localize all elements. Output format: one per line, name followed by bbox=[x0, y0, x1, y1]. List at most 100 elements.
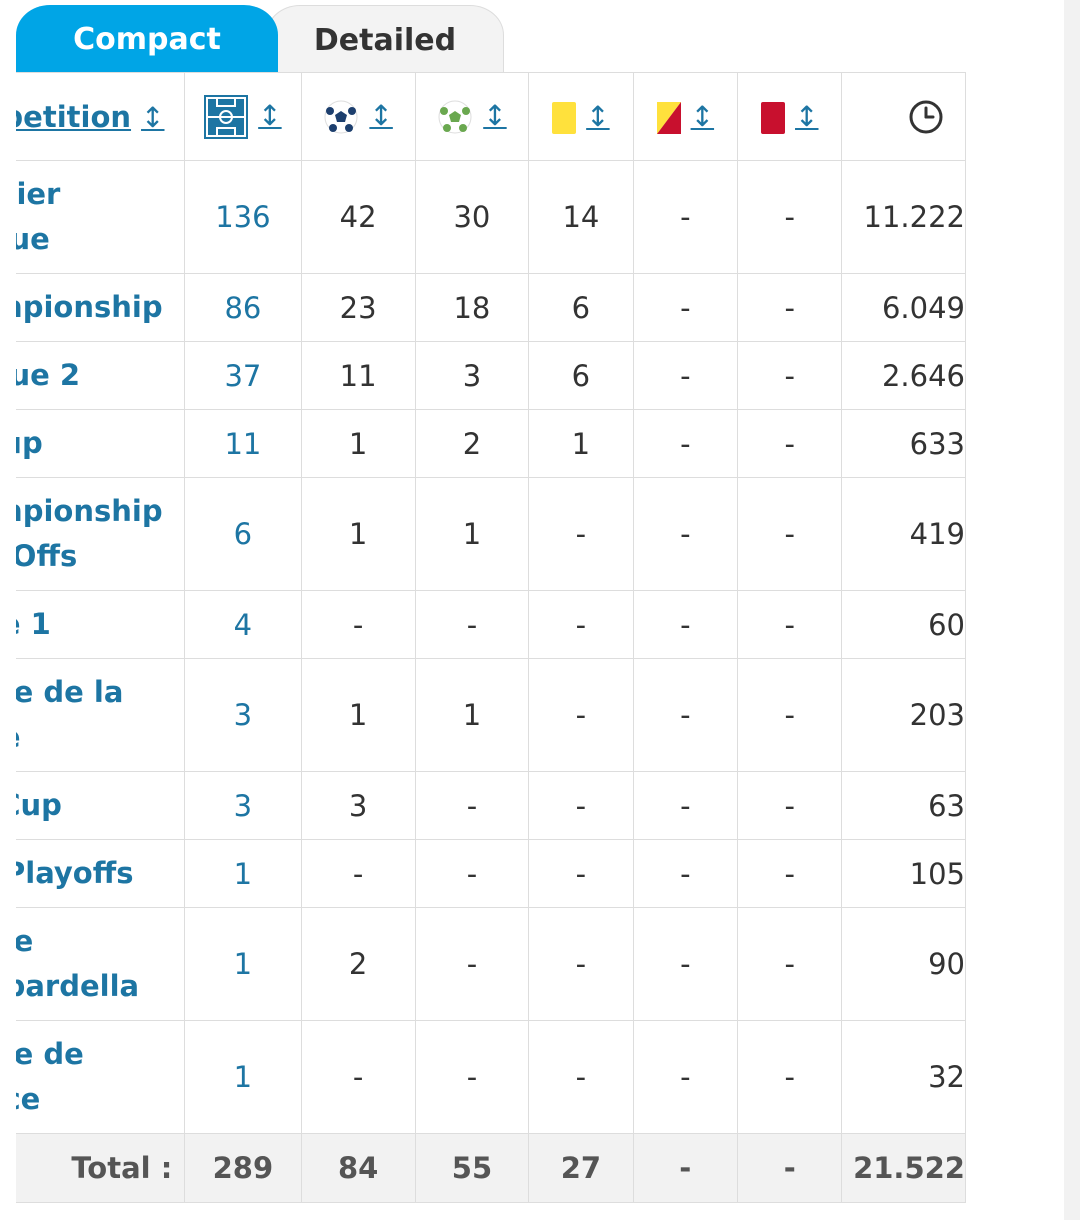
minutes-cell: 2.646 bbox=[841, 341, 966, 410]
yellow-cards-cell: - bbox=[528, 907, 634, 1021]
appearances-link[interactable]: 3 bbox=[184, 771, 302, 840]
minutes-cell: 90 bbox=[841, 907, 966, 1021]
red-cards-cell: - bbox=[737, 839, 843, 908]
minutes-cell: 63 bbox=[841, 771, 966, 840]
minutes-cell: 203 bbox=[841, 658, 966, 772]
table-row: Coupe Gambardella 1 2 - - - - 90 bbox=[16, 907, 966, 1021]
stats-table-container[interactable]: Competition ↕ ↕ bbox=[16, 72, 1064, 1220]
competition-link[interactable]: Championship Play-Offs bbox=[16, 477, 186, 591]
minutes-cell: 419 bbox=[841, 477, 966, 591]
competition-link[interactable]: NL2 Playoffs bbox=[16, 839, 186, 908]
header-red-cards[interactable]: ↕ bbox=[737, 72, 843, 161]
goals-cell: 3 bbox=[300, 771, 416, 840]
sort-icon[interactable]: ↕ bbox=[141, 100, 165, 134]
table-row: Coupe de France 1 - - - - - 32 bbox=[16, 1020, 966, 1134]
second-yellow-cell: - bbox=[632, 590, 739, 659]
competition-link[interactable]: Premier League bbox=[16, 160, 186, 274]
appearances-link[interactable]: 37 bbox=[184, 341, 302, 410]
sort-icon[interactable]: ↕ bbox=[690, 100, 715, 133]
competition-link[interactable]: League 2 bbox=[16, 341, 186, 410]
table-row: Championship 86 23 18 6 - - 6.049 bbox=[16, 273, 966, 342]
assists-cell: 30 bbox=[414, 160, 530, 274]
total-minutes: 21.522 bbox=[841, 1133, 966, 1203]
sort-icon[interactable]: ↕ bbox=[795, 100, 819, 133]
goals-cell: - bbox=[300, 1020, 416, 1134]
competition-link[interactable]: Championship bbox=[16, 273, 186, 342]
yellow-cards-cell: - bbox=[528, 590, 634, 659]
goals-cell: 1 bbox=[300, 477, 416, 591]
minutes-cell: 60 bbox=[841, 590, 966, 659]
appearances-link[interactable]: 3 bbox=[184, 658, 302, 772]
goals-cell: 42 bbox=[300, 160, 416, 274]
table-row: NL2 Playoffs 1 - - - - - 105 bbox=[16, 839, 966, 908]
competition-link[interactable]: Coupe de la Ligue bbox=[16, 658, 186, 772]
header-minutes[interactable] bbox=[841, 72, 966, 161]
second-yellow-cell: - bbox=[632, 273, 739, 342]
sort-icon[interactable]: ↕ bbox=[483, 99, 507, 132]
yellow-cards-cell: 1 bbox=[528, 409, 634, 478]
tab-detailed[interactable]: Detailed bbox=[266, 5, 504, 72]
total-yellow-cards: 27 bbox=[528, 1133, 634, 1203]
header-appearances[interactable]: ↕ bbox=[184, 72, 302, 161]
second-yellow-cell: - bbox=[632, 1020, 739, 1134]
tab-detailed-label: Detailed bbox=[313, 22, 457, 58]
appearances-link[interactable]: 4 bbox=[184, 590, 302, 659]
red-cards-cell: - bbox=[737, 590, 843, 659]
appearances-link[interactable]: 1 bbox=[184, 839, 302, 908]
yellow-card-icon bbox=[552, 102, 577, 134]
competition-sort-link[interactable]: Competition bbox=[16, 99, 132, 134]
scroll-edge bbox=[1064, 0, 1080, 1220]
minutes-cell: 633 bbox=[841, 409, 966, 478]
competition-link[interactable]: FA Cup bbox=[16, 409, 186, 478]
goals-cell: - bbox=[300, 839, 416, 908]
header-second-yellow[interactable]: ↕ bbox=[632, 72, 739, 161]
table-row: FA Cup 11 1 2 1 - - 633 bbox=[16, 409, 966, 478]
minutes-cell: 32 bbox=[841, 1020, 966, 1134]
yellow-cards-cell: - bbox=[528, 771, 634, 840]
header-assists[interactable]: ↕ bbox=[414, 72, 530, 161]
header-yellow-cards[interactable]: ↕ bbox=[528, 72, 634, 161]
red-cards-cell: - bbox=[737, 907, 843, 1021]
competition-link[interactable]: Coupe Gambardella bbox=[16, 907, 186, 1021]
header-goals[interactable]: ↕ bbox=[300, 72, 416, 161]
goals-cell: 1 bbox=[300, 658, 416, 772]
total-red-cards: - bbox=[737, 1133, 843, 1203]
red-cards-cell: - bbox=[737, 160, 843, 274]
red-cards-cell: - bbox=[737, 658, 843, 772]
appearances-link[interactable]: 1 bbox=[184, 1020, 302, 1134]
appearances-link[interactable]: 1 bbox=[184, 907, 302, 1021]
total-label: Total : bbox=[16, 1133, 186, 1203]
second-yellow-cell: - bbox=[632, 409, 739, 478]
table-row: League 2 37 11 3 6 - - 2.646 bbox=[16, 341, 966, 410]
total-appearances: 289 bbox=[184, 1133, 302, 1203]
header-competition[interactable]: Competition ↕ bbox=[16, 72, 186, 161]
appearances-link[interactable]: 136 bbox=[184, 160, 302, 274]
sort-icon[interactable]: ↕ bbox=[369, 99, 393, 132]
sort-icon[interactable]: ↕ bbox=[586, 100, 610, 133]
minutes-cell: 105 bbox=[841, 839, 966, 908]
red-cards-cell: - bbox=[737, 341, 843, 410]
competition-link[interactable]: Ligue 1 bbox=[16, 590, 186, 659]
goals-cell: - bbox=[300, 590, 416, 659]
table-row: Coupe de la Ligue 3 1 1 - - - 203 bbox=[16, 658, 966, 772]
second-yellow-cell: - bbox=[632, 477, 739, 591]
sort-icon[interactable]: ↕ bbox=[258, 98, 282, 132]
appearances-link[interactable]: 6 bbox=[184, 477, 302, 591]
yellow-cards-cell: - bbox=[528, 477, 634, 591]
clock-icon bbox=[908, 99, 944, 135]
total-second-yellow: - bbox=[632, 1133, 739, 1203]
appearances-link[interactable]: 86 bbox=[184, 273, 302, 342]
yellow-cards-cell: - bbox=[528, 1020, 634, 1134]
total-goals: 84 bbox=[300, 1133, 416, 1203]
table-header-row: Competition ↕ ↕ bbox=[16, 72, 966, 161]
table-row: EFL Cup 3 3 - - - - 63 bbox=[16, 771, 966, 840]
goals-cell: 11 bbox=[300, 341, 416, 410]
second-yellow-cell: - bbox=[632, 771, 739, 840]
competition-link[interactable]: EFL Cup bbox=[16, 771, 186, 840]
tab-compact[interactable]: Compact bbox=[16, 5, 278, 72]
second-yellow-cell: - bbox=[632, 341, 739, 410]
competition-link[interactable]: Coupe de France bbox=[16, 1020, 186, 1134]
football-icon bbox=[323, 99, 359, 135]
goals-cell: 2 bbox=[300, 907, 416, 1021]
appearances-link[interactable]: 11 bbox=[184, 409, 302, 478]
